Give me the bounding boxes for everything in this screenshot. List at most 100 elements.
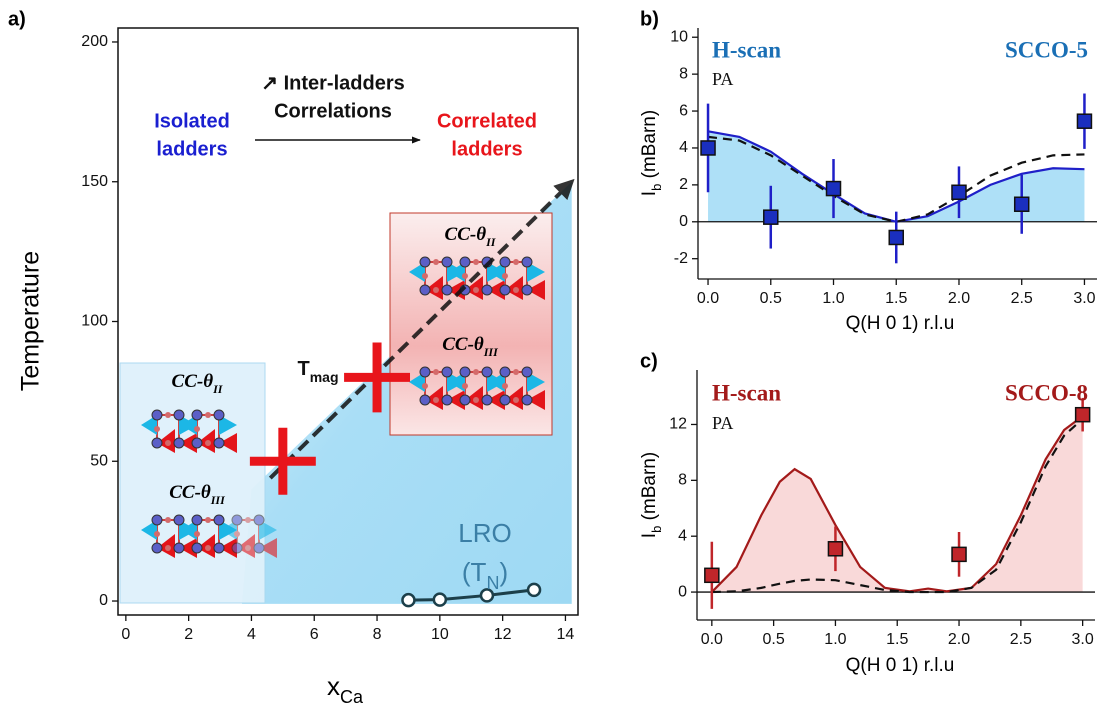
inset-left: CC-θII CC-θIII xyxy=(119,362,278,604)
annotation: ladders xyxy=(451,138,522,160)
x-tick-label: 0.5 xyxy=(763,631,785,648)
data-point xyxy=(951,546,967,563)
y-tick-label: 2 xyxy=(679,176,688,193)
x-tick-label: 2.5 xyxy=(1010,631,1032,648)
y-axis-label-main: (mBarn) xyxy=(639,452,660,526)
inset-label: CC-θII xyxy=(445,224,497,248)
annotation: Tmag xyxy=(297,358,338,384)
x-tick-label: 0.5 xyxy=(760,290,782,307)
data-point xyxy=(1013,196,1030,213)
panel-label: c) xyxy=(640,350,658,372)
y-tick-label: -2 xyxy=(674,250,688,267)
y-tick-label: 50 xyxy=(90,452,108,469)
data-point xyxy=(827,541,844,557)
data-point xyxy=(763,209,779,225)
x-axis-label: Q(H 0 1) r.l.u xyxy=(846,655,955,676)
y-tick-label: 200 xyxy=(81,33,108,50)
sample-label: SCCO-8 xyxy=(1005,380,1088,405)
x-tick-label: 0.0 xyxy=(697,290,719,307)
annotation: LRO xyxy=(458,518,511,548)
annotation-main: (T xyxy=(462,557,487,587)
y-tick-label: 4 xyxy=(678,527,687,544)
data-point xyxy=(1074,406,1091,423)
pa-label: PA xyxy=(712,69,733,89)
tn-point xyxy=(401,592,416,608)
y-tick-label: 4 xyxy=(679,139,688,156)
y-tick-label: 0 xyxy=(99,592,108,609)
annotation: ↗ Inter-ladders xyxy=(261,72,404,94)
x-tick-label: 4 xyxy=(247,626,256,643)
annotation: Correlations xyxy=(274,100,392,122)
tn-point xyxy=(432,592,448,607)
y-axis-label-main: (mBarn) xyxy=(639,110,660,184)
x-tick-label: 0 xyxy=(121,626,130,643)
x-tick-label: 1.0 xyxy=(822,290,844,307)
y-axis-label: Ib (mBarn) xyxy=(639,110,664,196)
data-point xyxy=(951,184,967,201)
scan-label: H-scan xyxy=(712,380,781,405)
x-axis-label: Q(H 0 1) r.l.u xyxy=(846,313,955,334)
inset-label: CC-θII xyxy=(172,371,224,395)
x-tick-label: 3.0 xyxy=(1072,631,1094,648)
data-point xyxy=(704,567,720,584)
x-tick-label: 12 xyxy=(494,626,512,643)
y-axis-label-main: I xyxy=(639,191,660,196)
inset-label-main: CC-θ xyxy=(169,482,211,503)
y-tick-label: 100 xyxy=(81,313,108,330)
x-axis-label-sub: Ca xyxy=(340,687,364,707)
layer: 0 2 4 6 8 10 12 14 0 50 100 150 200 xyxy=(81,33,575,643)
area xyxy=(708,131,1085,222)
layer: 0.0 0.5 1.0 1.5 2.0 2.5 3.0 -2 0 2 4 6 8 10 xyxy=(670,28,1097,307)
annotation-sub: N xyxy=(486,573,499,593)
x-tick-label: 1.5 xyxy=(886,631,908,648)
y-tick-label: 0 xyxy=(679,213,688,230)
layer: 0.0 0.5 1.0 1.5 2.0 2.5 3.0 0 4 8 12 xyxy=(669,370,1095,648)
y-tick-label: 8 xyxy=(679,65,688,82)
inset-label: CC-θIII xyxy=(442,334,499,358)
annotation: ladders xyxy=(156,138,227,160)
data-point xyxy=(700,140,716,156)
tn-point xyxy=(479,588,495,603)
x-tick-label: 2.0 xyxy=(948,290,970,307)
inset-label-sub: III xyxy=(210,493,226,507)
x-tick-label: 2 xyxy=(184,626,193,643)
annotation: Isolated xyxy=(154,110,230,132)
x-tick-label: 1.0 xyxy=(824,631,846,648)
inset-label-main: CC-θ xyxy=(172,371,214,392)
inset-label-sub: II xyxy=(485,235,497,249)
data-point xyxy=(1076,113,1093,129)
annotation-main: ) xyxy=(499,557,508,587)
x-tick-label: 6 xyxy=(310,626,319,643)
x-tick-label: 14 xyxy=(557,626,575,643)
y-axis-label: Temperature xyxy=(17,251,45,391)
scan-label: H-scan xyxy=(712,37,781,62)
y-axis-label-sub: b xyxy=(649,184,664,191)
sample-label: SCCO-5 xyxy=(1005,37,1088,62)
x-tick-label: 3.0 xyxy=(1073,290,1095,307)
pa-label: PA xyxy=(712,413,733,433)
curve xyxy=(711,418,1084,594)
x-tick-label: 2.0 xyxy=(948,631,970,648)
y-tick-label: 150 xyxy=(81,173,108,190)
x-tick-label: 2.5 xyxy=(1011,290,1033,307)
annotation-main: T xyxy=(297,358,309,380)
x-tick-label: 0.0 xyxy=(701,631,723,648)
y-tick-label: 10 xyxy=(670,28,688,45)
curve xyxy=(707,135,1085,223)
y-axis-label-main: I xyxy=(639,533,660,538)
data-point xyxy=(888,229,904,246)
y-tick-label: 12 xyxy=(669,416,687,433)
inset-label: CC-θIII xyxy=(169,482,226,506)
curve xyxy=(711,415,1084,593)
inset-label-main: CC-θ xyxy=(442,334,484,355)
inset-label-sub: II xyxy=(212,382,224,396)
x-axis-label-main: x xyxy=(327,671,340,701)
y-axis-label: Ib (mBarn) xyxy=(639,452,664,538)
tn-line xyxy=(408,588,535,602)
annotation: (TN) xyxy=(462,557,508,593)
inset-right: CC-θII CC-θIII xyxy=(389,212,553,436)
tmag-line xyxy=(268,178,575,480)
data-point xyxy=(825,180,842,197)
